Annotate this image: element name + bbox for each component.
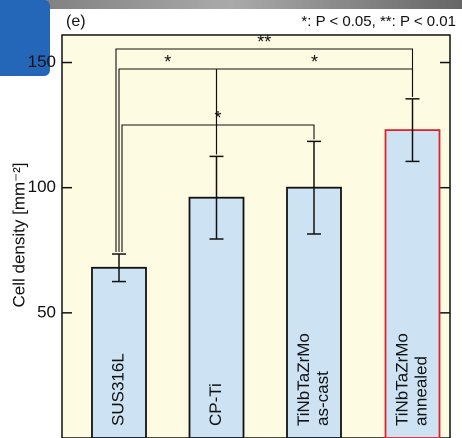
x-category-label: CP-Ti — [206, 383, 225, 426]
y-tick-label: 100 — [28, 177, 56, 196]
x-category-label: as-cast — [313, 371, 332, 426]
significance-bracket — [215, 68, 414, 155]
photo-strip — [0, 0, 462, 9]
significance-star: * — [214, 108, 221, 128]
significance-star: ** — [257, 32, 271, 52]
x-category-label: annealed — [411, 356, 430, 426]
bar — [91, 266, 147, 438]
significance-star: * — [311, 52, 318, 72]
y-tick-label: 150 — [28, 52, 56, 71]
x-category-label: SUS316L — [108, 353, 127, 426]
overlay-badge — [0, 0, 50, 76]
significance-note: *: P < 0.05, **: P < 0.01 — [301, 13, 456, 30]
significance-star: * — [164, 52, 171, 72]
y-axis-label: Cell density [mm⁻²] — [9, 163, 28, 308]
panel-label: (e) — [66, 13, 86, 30]
significance-bracket — [121, 124, 315, 253]
x-category-label: TiNbTaZrMo — [392, 333, 411, 426]
y-tick-label: 50 — [37, 302, 56, 321]
x-category-label: TiNbTaZrMo — [294, 333, 313, 426]
